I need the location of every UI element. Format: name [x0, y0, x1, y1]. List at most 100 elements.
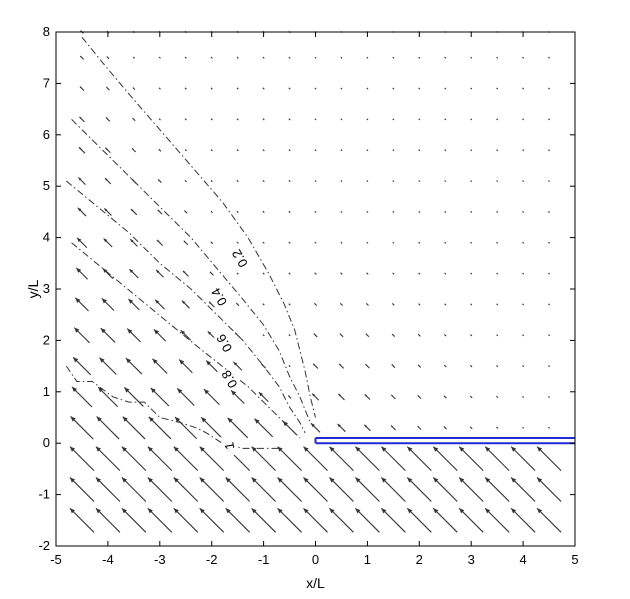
contour-label: 1 — [221, 441, 237, 451]
vector-arrow — [548, 426, 551, 429]
vector-arrow — [96, 416, 120, 440]
vector-arrow — [210, 210, 213, 214]
vector-arrow — [536, 507, 562, 533]
vector-arrow — [184, 56, 187, 59]
vector-arrow — [443, 333, 447, 337]
vector-arrow — [288, 118, 291, 121]
vector-arrow — [132, 56, 135, 59]
vector-arrow — [182, 270, 189, 277]
vector-arrow — [484, 446, 510, 472]
vector-arrow — [101, 297, 115, 311]
vector-arrow — [303, 477, 328, 502]
vector-arrow — [288, 334, 291, 337]
vector-arrow — [74, 297, 89, 312]
vector-arrow — [258, 391, 269, 403]
vector-arrow — [174, 416, 197, 439]
vector-arrow — [277, 507, 302, 533]
vector-arrow — [354, 507, 380, 533]
vector-arrow — [365, 333, 370, 338]
vector-arrow — [444, 87, 447, 90]
vector-arrow — [225, 507, 251, 533]
y-tick-label: -2 — [38, 538, 50, 553]
vector-arrow — [392, 180, 395, 183]
vector-arrow — [444, 303, 447, 306]
vector-arrow — [199, 507, 225, 533]
vector-arrow — [339, 333, 344, 338]
vector-arrow — [122, 416, 146, 440]
vector-arrow — [354, 477, 380, 502]
vector-arrow — [288, 179, 291, 183]
vector-arrow — [329, 507, 354, 533]
vector-arrow — [548, 272, 551, 275]
vector-arrow — [233, 361, 243, 371]
vector-arrow — [338, 393, 345, 401]
vector-arrow — [277, 477, 302, 502]
vector-arrow — [311, 393, 320, 401]
vector-arrow — [536, 477, 562, 502]
vector-arrow — [262, 87, 265, 90]
vector-arrow — [227, 417, 249, 439]
vector-arrow — [236, 179, 239, 183]
vector-arrow — [199, 477, 225, 502]
vector-arrow — [105, 86, 110, 91]
vector-arrow — [470, 272, 473, 275]
vector-arrow — [97, 386, 119, 408]
x-tick-label: -2 — [206, 552, 218, 567]
vector-arrow — [158, 87, 161, 90]
vector-arrow — [128, 298, 140, 311]
vector-arrow — [510, 507, 536, 533]
vector-arrow — [548, 241, 551, 244]
vector-arrow — [70, 416, 94, 440]
vector-arrow — [147, 446, 173, 472]
contour-lines — [65, 36, 316, 449]
x-tick-label: 1 — [364, 552, 371, 567]
vector-arrow — [125, 357, 143, 375]
vector-arrow — [392, 149, 395, 152]
vector-arrow — [262, 56, 265, 59]
vector-arrow — [262, 334, 265, 337]
vector-arrow — [235, 302, 240, 307]
vector-arrow — [340, 87, 343, 90]
vector-arrow — [178, 359, 193, 374]
vector-arrow — [496, 241, 499, 244]
vector-arrow — [262, 303, 265, 306]
vector-arrow — [470, 87, 473, 90]
vector-arrow — [340, 56, 343, 59]
vector-arrow — [288, 303, 291, 306]
x-tick-label: -1 — [258, 552, 270, 567]
vector-arrow — [210, 118, 213, 121]
vector-arrow — [184, 179, 187, 183]
vector-arrow — [288, 56, 291, 59]
vector-arrow — [210, 179, 213, 183]
vector-arrow — [131, 148, 137, 153]
vector-arrow — [443, 426, 447, 430]
vector-arrow — [470, 149, 473, 152]
vector-arrow — [340, 118, 343, 121]
vector-arrow — [496, 118, 499, 121]
x-tick-label: 4 — [519, 552, 526, 567]
vector-arrow — [205, 360, 218, 373]
vector-arrow — [183, 240, 189, 246]
vector-arrow — [79, 55, 85, 60]
vector-arrow — [417, 364, 422, 368]
vector-arrow — [288, 364, 291, 368]
vector-arrow — [458, 507, 484, 533]
vector-arrow — [262, 272, 265, 275]
vector-arrow — [288, 272, 291, 275]
vector-arrow — [522, 241, 525, 244]
vector-arrow — [288, 241, 291, 244]
vector-arrow — [418, 56, 421, 59]
y-tick-label: 8 — [43, 24, 50, 39]
contour-label: 0.2 — [229, 247, 251, 270]
vector-arrow — [184, 149, 187, 152]
vector-arrow — [76, 237, 88, 248]
vector-arrow — [152, 358, 168, 374]
vector-arrow — [314, 210, 317, 213]
vector-arrow — [288, 210, 291, 214]
vector-arrow — [329, 477, 354, 502]
vector-arrow — [72, 356, 92, 376]
y-tick-label: 1 — [43, 384, 50, 399]
vector-arrow — [470, 56, 473, 59]
vector-arrow — [484, 507, 510, 533]
vector-arrow — [548, 56, 551, 59]
